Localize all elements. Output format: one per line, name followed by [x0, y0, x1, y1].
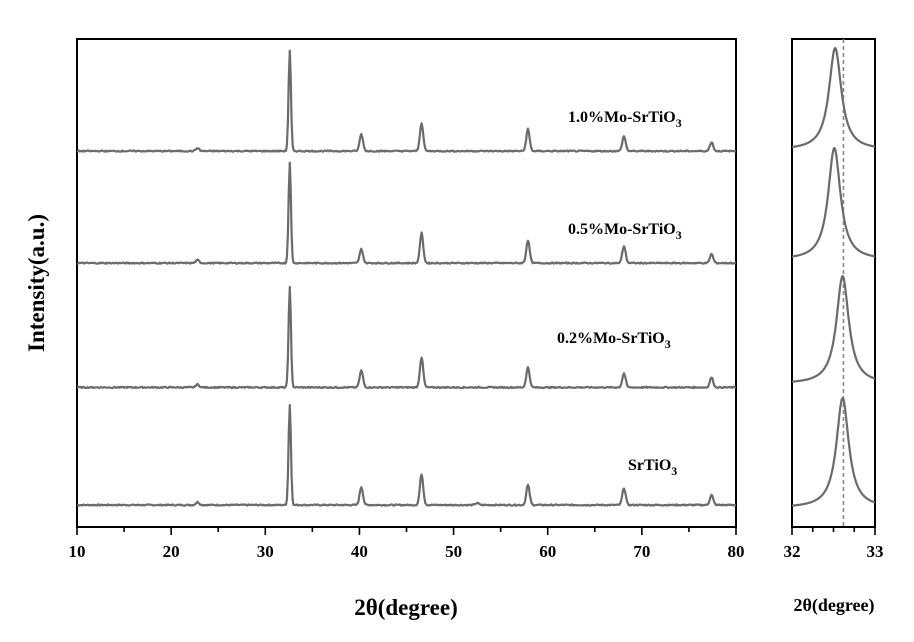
series-label-4: 1.0%Mo-SrTiO3	[568, 109, 682, 130]
series-label-1: SrTiO3	[628, 457, 677, 478]
main-x-axis-title: 2θ(degree)	[354, 595, 458, 620]
main-x-tick-label: 50	[445, 542, 462, 561]
zoom-traces	[792, 48, 875, 506]
y-axis-title: Intensity(a.u.)	[24, 214, 49, 352]
main-series-labels: SrTiO3 0.2%Mo-SrTiO3 0.5%Mo-SrTiO3 1.0%Mo-S…	[557, 109, 682, 478]
zoom-series-line-4	[792, 48, 875, 147]
main-x-tick-label: 70	[633, 542, 650, 561]
series-line-4	[77, 51, 736, 152]
main-x-tick-label: 20	[163, 542, 180, 561]
zoom-series-line-3	[792, 148, 875, 257]
zoom-x-tick-label: 33	[867, 542, 884, 561]
zoom-plot-frame	[792, 39, 875, 527]
main-x-tick-label: 30	[257, 542, 274, 561]
main-x-ticks: 10 20 30 40 50 60 70 80	[69, 527, 745, 561]
main-x-tick-label: 80	[728, 542, 745, 561]
main-xrd-panel: SrTiO3 0.2%Mo-SrTiO3 0.5%Mo-SrTiO3 1.0%Mo-S…	[24, 39, 745, 620]
zoom-xrd-panel: 32 33 2θ(degree)	[784, 39, 884, 616]
zoom-series-line-1	[792, 398, 875, 506]
zoom-series-line-2	[792, 276, 875, 382]
series-line-1	[77, 405, 736, 506]
main-x-tick-label: 10	[69, 542, 86, 561]
series-label-3: 0.5%Mo-SrTiO3	[568, 221, 682, 242]
main-x-tick-label: 60	[539, 542, 556, 561]
zoom-x-ticks: 32 33	[784, 527, 884, 561]
main-x-tick-label: 40	[351, 542, 368, 561]
zoom-x-tick-label: 32	[784, 542, 801, 561]
zoom-x-axis-title: 2θ(degree)	[793, 595, 874, 616]
series-line-3	[77, 163, 736, 264]
series-label-2: 0.2%Mo-SrTiO3	[557, 330, 671, 351]
